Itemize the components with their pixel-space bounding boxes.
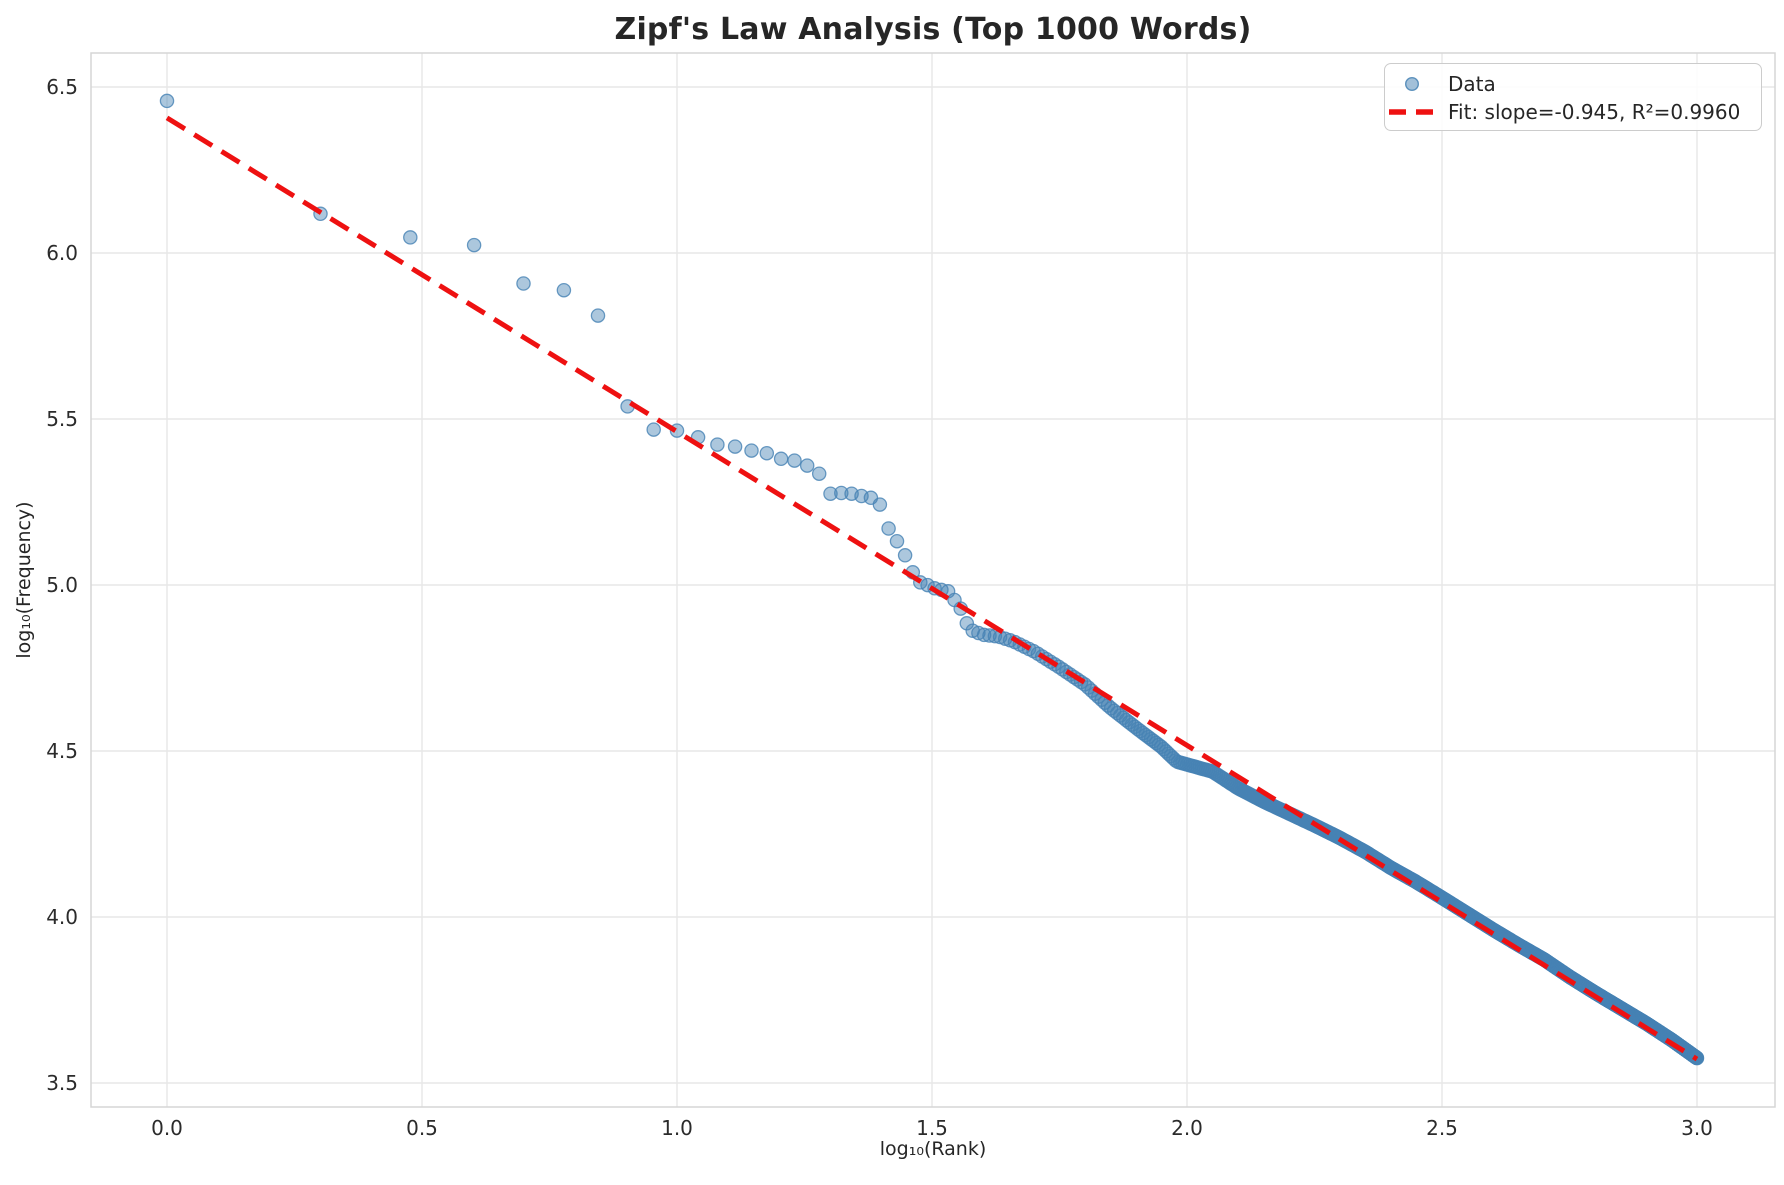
y-tick-label: 5.0 [46, 573, 78, 597]
legend-item-data: Data [1385, 70, 1761, 98]
y-tick-label: 4.5 [46, 739, 78, 763]
fit-line [165, 115, 1699, 1062]
data-marker-icon [1385, 75, 1439, 93]
plot-border [90, 52, 1776, 1108]
scatter-points [159, 93, 1705, 1066]
x-tick-label: 2.0 [1171, 1116, 1203, 1140]
x-tick-label: 2.5 [1426, 1116, 1458, 1140]
legend-item-fit: Fit: slope=-0.945, R²=0.9960 [1385, 98, 1761, 126]
y-tick-label: 4.0 [46, 905, 78, 929]
x-tick-label: 3.0 [1681, 1116, 1713, 1140]
y-tick-label: 6.0 [46, 241, 78, 265]
y-tick-label: 6.5 [46, 75, 78, 99]
legend-label-data: Data [1448, 72, 1496, 96]
fit-line-icon [1385, 108, 1439, 116]
legend: Data Fit: slope=-0.945, R²=0.9960 [1384, 63, 1762, 131]
x-tick-label: 0.5 [406, 1116, 438, 1140]
x-tick-label: 0.0 [151, 1116, 183, 1140]
y-tick-label: 3.5 [46, 1071, 78, 1095]
x-tick-label: 1.0 [661, 1116, 693, 1140]
x-axis-label: log₁₀(Rank) [879, 1138, 987, 1160]
legend-label-fit: Fit: slope=-0.945, R²=0.9960 [1448, 100, 1741, 124]
chart-title: Zipf's Law Analysis (Top 1000 Words) [614, 12, 1252, 47]
x-tick-label: 1.5 [916, 1116, 948, 1140]
gridlines [91, 53, 1775, 1107]
y-tick-label: 5.5 [46, 407, 78, 431]
